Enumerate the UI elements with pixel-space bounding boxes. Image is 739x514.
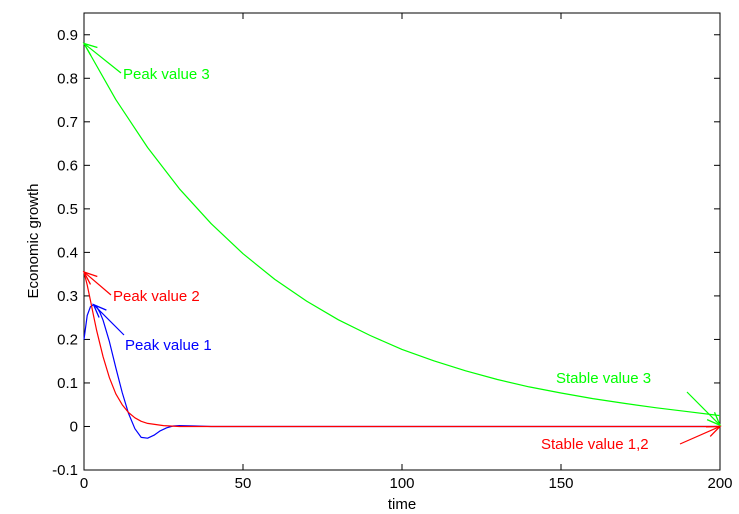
y-tick-label: 0.3 [57,288,78,305]
annotation-arrowhead [705,425,722,437]
x-tick-label: 200 [707,475,732,492]
y-tick-label: 0.5 [57,201,78,218]
annotation-arrowhead [82,42,98,56]
annotation-arrow-line [83,42,122,74]
annotation-label: Stable value 1,2 [541,436,649,453]
annotation-arrow-line [93,304,125,336]
plot-area [83,12,721,471]
annotation-label: Peak value 3 [123,66,210,83]
y-tick-label: 0.6 [57,157,78,174]
y-tick-label: 0.1 [57,375,78,392]
annotation-arrow-line [83,271,112,296]
y-tick-label: 0.8 [57,70,78,87]
x-tick-label: 0 [80,475,88,492]
annotation-layer: Peak value 3 Peak value 2 Peak value 1 Stab… [82,42,722,453]
x-tick-label: 100 [389,475,414,492]
y-tick-label: 0.9 [57,27,78,44]
annotation-arrow-line [686,391,721,426]
x-tick-label: 50 [235,475,252,492]
annotation-arrowhead [92,303,107,318]
annotation-arrow-line [679,425,721,445]
y-axis-title: Economic growth [25,183,42,298]
y-tick-label: 0.4 [57,244,78,261]
series-line-2 [83,271,720,428]
y-axis: -0.1 0 0.1 0.2 0.3 0.4 0.5 0.6 0.7 0.8 0.9 [52,27,720,479]
y-tick-label: 0.7 [57,114,78,131]
y-tick-label: -0.1 [52,462,78,479]
series-line-3 [83,43,721,417]
annotation-label: Peak value 2 [113,288,200,305]
y-tick-label: 0 [70,418,78,435]
annotation-label: Stable value 3 [556,370,651,387]
annotation-arrowhead [82,270,98,285]
x-axis: 0 50 100 150 200 [80,13,733,492]
y-tick-label: 0.2 [57,331,78,348]
x-tick-label: 150 [548,475,573,492]
annotation-label: Peak value 1 [125,337,212,354]
annotation-arrowhead [706,412,722,427]
x-axis-title: time [388,496,416,513]
